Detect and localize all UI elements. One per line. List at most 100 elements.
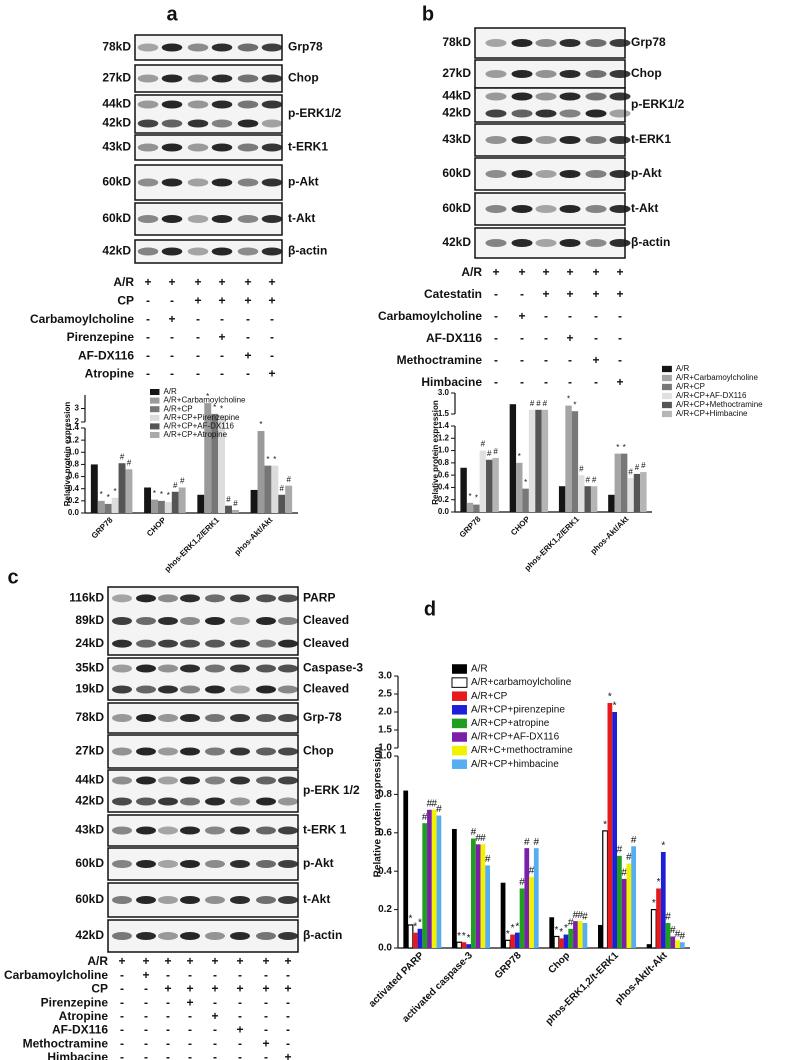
blot-band — [230, 797, 250, 806]
blot-band — [112, 797, 132, 806]
blot-band — [187, 43, 209, 52]
significance-mark: # — [422, 812, 428, 823]
blot-band — [278, 664, 298, 673]
significance-mark: # — [493, 447, 498, 456]
x-tick-label: phos-Akt/Akt — [589, 514, 631, 556]
bar — [598, 924, 603, 948]
bar — [257, 431, 265, 513]
blot-band — [158, 617, 178, 625]
bar — [431, 809, 437, 948]
bar — [407, 924, 414, 949]
blot-band — [256, 932, 276, 940]
bar — [144, 487, 152, 513]
blot-band — [180, 685, 200, 694]
significance-mark: * — [273, 455, 276, 464]
treatment-sign: - — [264, 1050, 268, 1060]
blot-band — [485, 109, 507, 118]
significance-mark: # — [180, 477, 185, 486]
blot-band — [511, 170, 533, 178]
blot-band — [609, 92, 631, 101]
blot-band — [136, 896, 156, 904]
bar — [486, 459, 493, 512]
bar — [417, 928, 423, 948]
bar — [461, 942, 467, 948]
blot-band — [161, 178, 183, 187]
treatment-sign: + — [262, 1036, 269, 1050]
blot-band — [137, 143, 159, 152]
y-tick-label: 3.0 — [378, 671, 392, 682]
treatment-sign: + — [236, 982, 243, 996]
treatment-sign: + — [244, 275, 251, 289]
legend-label: A/R+CP+AF-DX116 — [471, 732, 560, 743]
blot-band — [158, 932, 178, 940]
treatment-sign: + — [186, 982, 193, 996]
significance-mark: # — [427, 798, 433, 809]
blot-band — [205, 714, 225, 722]
blot-band — [205, 664, 225, 673]
treatment-sign: - — [188, 1036, 192, 1050]
blot-band — [205, 826, 225, 835]
treatment-sign: + — [118, 954, 125, 968]
significance-mark: # — [173, 481, 178, 490]
y-tick-label: 0.6 — [68, 472, 80, 481]
y-tick-label: 1.5 — [438, 409, 450, 418]
blot-band — [136, 747, 156, 756]
legend-swatch — [452, 664, 467, 674]
treatment-name: A/R — [113, 275, 134, 289]
treatment-name: CP — [117, 293, 134, 307]
bar — [565, 405, 572, 512]
blot-band — [585, 70, 607, 78]
blot-band — [278, 860, 298, 868]
blot-band — [158, 896, 178, 904]
blot-band — [161, 100, 183, 109]
protein-name: p-ERK1/2 — [288, 106, 342, 120]
treatment-sign: - — [238, 1050, 242, 1060]
treatment-sign: + — [592, 353, 599, 367]
legend-swatch — [662, 410, 672, 418]
bar — [197, 494, 205, 513]
significance-mark: * — [652, 898, 656, 909]
treatment-sign: - — [594, 375, 598, 389]
treatment-sign: + — [518, 309, 525, 323]
blot-band — [230, 714, 250, 722]
blot-band — [137, 43, 159, 52]
treatment-sign: - — [144, 1023, 148, 1037]
blot-band — [278, 714, 298, 722]
treatment-sign: - — [220, 348, 224, 362]
blot-band — [230, 617, 250, 625]
blot-band — [211, 143, 233, 152]
bar — [471, 838, 476, 948]
treatment-sign: - — [520, 375, 524, 389]
blot-band — [559, 136, 581, 144]
treatment-sign: - — [270, 330, 274, 344]
significance-mark: * — [409, 914, 413, 925]
treatment-sign: - — [170, 367, 174, 381]
treatment-sign: - — [213, 968, 217, 982]
bar — [640, 472, 647, 512]
y-tick-label: 1.4 — [68, 423, 80, 432]
marker-size: 44kD — [442, 89, 471, 103]
treatment-sign: - — [146, 367, 150, 381]
bar — [204, 403, 212, 513]
significance-mark: # — [592, 475, 597, 484]
protein-name: p-Akt — [303, 856, 334, 870]
blot-band — [136, 932, 156, 940]
blot-band — [230, 826, 250, 835]
treatment-name: AF-DX116 — [426, 331, 482, 345]
treatment-sign: - — [544, 375, 548, 389]
treatment-name: Carbamoylcholine — [30, 312, 134, 326]
blot-band — [136, 776, 156, 785]
significance-mark: * — [462, 931, 466, 942]
x-tick-label: phos-Akt/t-Akt — [613, 950, 670, 1007]
significance-mark: # — [519, 877, 525, 888]
blot-band — [278, 617, 298, 625]
bar — [500, 882, 506, 948]
blot-band — [559, 39, 581, 47]
legend-label: A/R+CP+AF-DX116 — [676, 391, 747, 400]
blot-band — [559, 205, 581, 213]
y-tick-label: 1.0 — [68, 447, 80, 456]
treatment-sign: - — [120, 1009, 124, 1023]
bar — [553, 935, 560, 949]
significance-mark: # — [573, 910, 579, 921]
treatment-sign: - — [166, 1023, 170, 1037]
